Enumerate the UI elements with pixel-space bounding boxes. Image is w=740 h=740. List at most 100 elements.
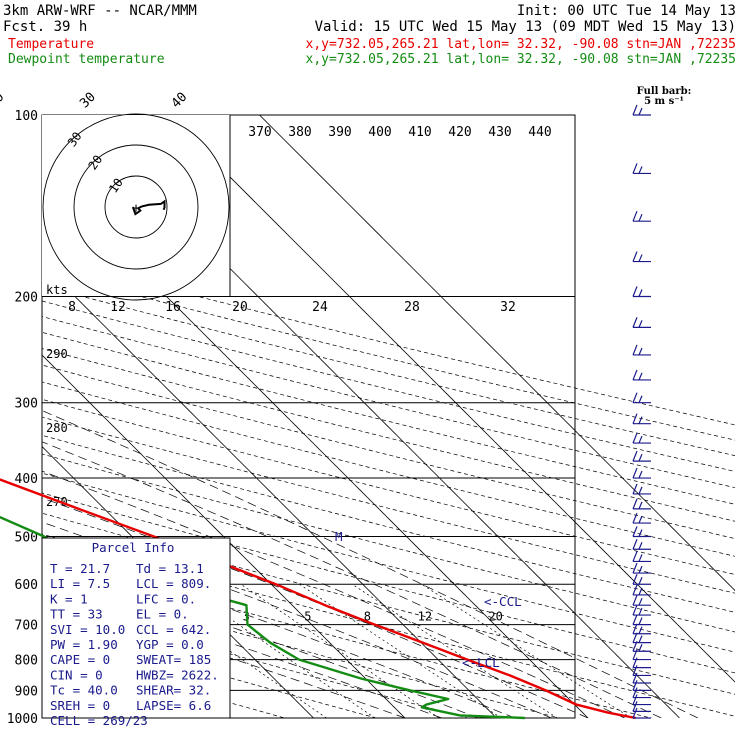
temperature-legend-label: Temperature — [8, 37, 94, 52]
hodograph-ring — [42, 113, 230, 301]
wind-barb-flag — [638, 470, 643, 479]
pressure-tick-label: 800 — [15, 654, 38, 669]
wind-barb-flag — [632, 163, 638, 174]
wind-barb-flag — [638, 626, 643, 635]
mixing-ratio-line — [299, 583, 502, 718]
wind-barb — [632, 539, 651, 550]
hodo-speed-label: 28 — [404, 300, 420, 315]
wind-barb — [632, 432, 651, 444]
wind-barb — [632, 483, 651, 495]
parcel-info-right: Td = 13.1 — [136, 561, 204, 576]
parcel-info-left: SREH = 0 — [50, 698, 110, 713]
wind-barb — [632, 392, 651, 404]
hodograph-trace — [131, 199, 166, 216]
wind-barb-flag — [632, 672, 638, 684]
wind-barb-flag — [638, 617, 643, 625]
wind-barb-flag — [632, 687, 638, 698]
wind-barb-flag — [632, 701, 638, 712]
wind-barb — [632, 562, 651, 574]
dry-adiabat-line — [42, 453, 735, 633]
parcel-info-left: CELL = 269/23 — [50, 713, 148, 728]
wind-barb-flag — [632, 594, 638, 606]
wind-barb-flag — [638, 372, 643, 381]
dry-adiabat-line — [42, 512, 735, 695]
pressure-tick-label: 900 — [15, 684, 38, 699]
wind-barb-flag — [638, 453, 643, 462]
wind-barb — [632, 104, 651, 116]
parcel-info-panel: Parcel Info T = 21.7 Td = 13.1 LI = 7.5 LCL … — [41, 537, 231, 728]
wind-barb-flag — [632, 413, 638, 424]
wind-barb-flag — [632, 707, 638, 719]
isotherm-label: 20 — [0, 90, 7, 112]
theta-e-label: 290 — [46, 347, 68, 361]
pressure-axis: 1000 900 800 700 600 500 400 300 200 100 — [7, 109, 576, 727]
pressure-tick-label: 500 — [15, 530, 38, 545]
hodograph-ring-label: 30 — [65, 129, 85, 149]
isotherm-label: 30 — [77, 90, 99, 112]
barb-legend-label: Full barb: — [637, 86, 692, 97]
dry-adiabat-line — [42, 577, 561, 718]
wind-barb — [632, 317, 651, 328]
wind-barb-flag — [632, 551, 638, 562]
isotherm-line — [42, 171, 589, 718]
dry-adiabat-line — [42, 623, 378, 718]
mixing-ratio-label: 8 — [364, 610, 371, 624]
isotherm-line — [259, 115, 735, 592]
wind-barb-flag — [638, 107, 643, 116]
dry-adiabat-line — [42, 285, 735, 456]
wind-barb — [632, 680, 651, 692]
hodograph-origin: + — [132, 201, 140, 216]
init-time: Init: 00 UTC Tue 14 May 13 — [517, 3, 736, 19]
theta-e-label: 280 — [46, 421, 68, 435]
wind-barb-flag — [632, 574, 638, 585]
theta-label: 440 — [528, 125, 551, 140]
mixing-ratio-label: 12 — [418, 610, 432, 624]
theta-label: 400 — [368, 125, 391, 140]
wind-barb-flag — [632, 317, 638, 328]
parcel-info-right: HWBZ= 2622. — [136, 667, 219, 682]
isotherm-label: 40 — [169, 90, 191, 112]
wind-barb-flag — [638, 607, 643, 616]
wind-barb-flag — [638, 486, 643, 495]
temperature-line — [0, 478, 636, 720]
dry-adiabat-line — [42, 472, 735, 653]
pressure-tick-label: 600 — [15, 578, 38, 593]
wind-barb — [632, 551, 651, 563]
isotherm-line — [42, 354, 406, 718]
wind-barb — [632, 344, 651, 356]
parcel-info-left: CAPE = 0 — [50, 652, 110, 667]
wind-barb-flag — [632, 526, 638, 537]
wind-barb-flag — [632, 210, 638, 222]
wind-barb-flag — [638, 213, 643, 222]
parcel-info-right: CCL = 642. — [136, 622, 211, 637]
parcel-info-right: YGP = 0.0 — [136, 637, 204, 652]
wind-barb-flag — [632, 286, 638, 297]
m-annotation: M — [335, 529, 343, 544]
wind-barb-flag — [638, 289, 643, 297]
hodo-speed-label: 20 — [232, 300, 248, 315]
wind-barb — [632, 467, 651, 479]
wind-barb-flag — [632, 512, 638, 524]
wind-barb-flag — [638, 320, 643, 328]
ccl-annotation: <-CCL — [484, 594, 522, 609]
theta-label: 410 — [408, 125, 431, 140]
wind-barb-flag — [638, 501, 643, 510]
wind-barb-flag — [638, 254, 643, 262]
theta-label: 380 — [288, 125, 311, 140]
parcel-info-right: LAPSE= 6.6 — [136, 698, 211, 713]
wind-barb-flag — [632, 562, 638, 574]
wind-barb — [632, 450, 651, 462]
mixing-ratio-label: 5 — [304, 610, 311, 624]
wind-barb-flag — [632, 680, 638, 691]
wind-barb — [632, 210, 651, 222]
barb-legend-unit: 5 m s⁻¹ — [644, 96, 684, 107]
theta-label: 420 — [448, 125, 471, 140]
wind-barb-flag — [632, 450, 638, 462]
theta-label: 390 — [328, 125, 351, 140]
pressure-tick-label: 200 — [15, 291, 38, 306]
wind-barb — [632, 574, 651, 585]
parcel-info-box — [41, 537, 231, 719]
wind-barb — [632, 498, 651, 510]
wind-barb — [632, 623, 651, 635]
